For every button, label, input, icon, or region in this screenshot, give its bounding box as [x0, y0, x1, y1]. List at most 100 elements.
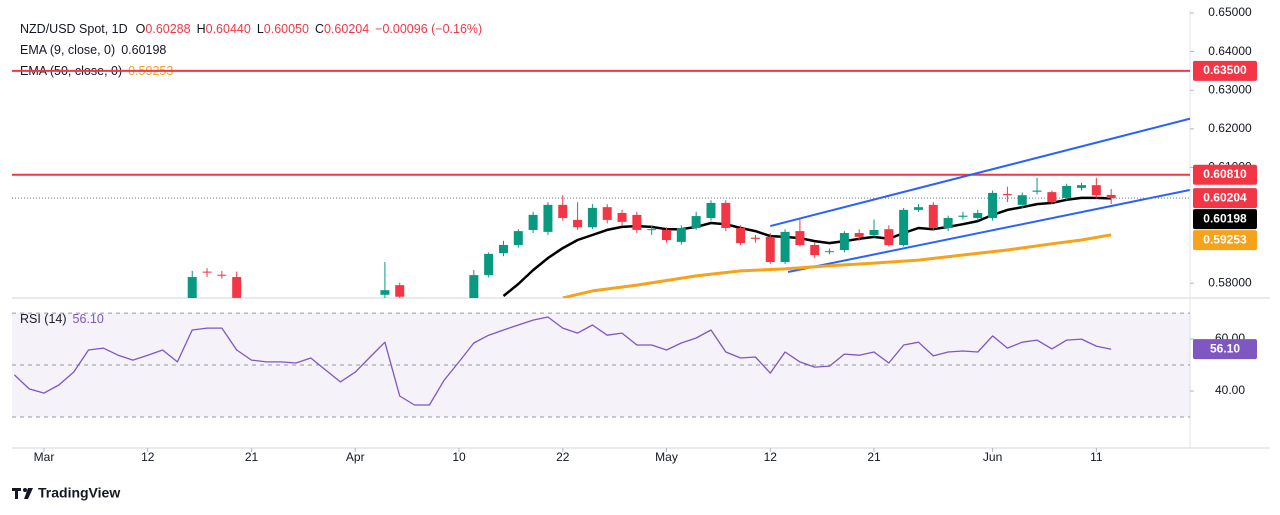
- y-tick-label: 0.62000: [1208, 121, 1252, 135]
- y-tick-label: 40.00: [1215, 383, 1245, 397]
- candle-body: [928, 204, 938, 229]
- price-badge-label: 0.60810: [1203, 167, 1247, 181]
- candle-body: [602, 207, 612, 220]
- x-tick-label: 12: [764, 450, 778, 464]
- candle-body: [217, 274, 227, 276]
- candle-body: [765, 236, 775, 262]
- candle-body: [498, 245, 508, 254]
- price-badge-label: 0.59253: [1203, 232, 1247, 246]
- y-tick-label: 0.58000: [1208, 275, 1252, 289]
- candle-body: [706, 202, 716, 218]
- logo-mark: [24, 488, 33, 499]
- candle-body: [187, 277, 197, 298]
- logo-mark: [23, 488, 27, 492]
- x-tick-label: 12: [141, 450, 155, 464]
- y-tick-label: 0.65000: [1208, 5, 1252, 19]
- candle-body: [973, 212, 983, 218]
- candle-body: [736, 228, 746, 244]
- price-badge: [1193, 188, 1257, 209]
- price-badge-label: 56.10: [1210, 341, 1240, 355]
- series-line: [562, 233, 1112, 298]
- candle-body: [617, 212, 627, 222]
- candle-body: [662, 229, 672, 240]
- candle-body: [587, 207, 597, 228]
- candle-body: [839, 233, 849, 251]
- candle-body: [988, 192, 998, 218]
- ohlc-value: 0.60050: [264, 22, 309, 36]
- candle-body: [795, 231, 805, 246]
- legend-value: 56.10: [73, 312, 104, 326]
- candle-body: [750, 237, 760, 239]
- candle-body: [1017, 195, 1027, 205]
- price-badge-label: 0.60198: [1203, 211, 1247, 225]
- symbol: NZD/USD Spot, 1D: [20, 22, 128, 36]
- legend-main: NZD/USD Spot, 1D O0.60288 H0.60440 L0.60050…: [20, 22, 482, 36]
- price-badge: [1193, 230, 1257, 251]
- candle-body: [943, 217, 953, 229]
- candle-body: [647, 229, 657, 231]
- y-tick-label: 0.64000: [1208, 44, 1252, 58]
- x-tick-label: Jun: [983, 450, 1002, 464]
- price-badge: [1193, 60, 1257, 81]
- price-badge: [1193, 164, 1257, 185]
- legend-value: 0.60198: [121, 43, 166, 57]
- legend-rsi: RSI (14) 56.10: [20, 312, 104, 326]
- series-line: [502, 196, 1112, 297]
- x-tick-label: 21: [867, 450, 881, 464]
- ohlc-value: 0.60204: [324, 22, 369, 36]
- candle-body: [899, 209, 909, 246]
- candle-body: [825, 251, 835, 253]
- x-tick-label: Apr: [346, 450, 365, 464]
- ohlc-key: C: [315, 22, 324, 36]
- candle-body: [543, 204, 553, 232]
- series-line: [13, 316, 1112, 406]
- candle-body: [1047, 192, 1057, 203]
- candle-body: [202, 271, 212, 273]
- candle-body: [1032, 190, 1042, 192]
- y-tick-label: 0.63000: [1208, 82, 1252, 96]
- change: −0.00096 (−0.16%): [375, 22, 482, 36]
- legend-name: RSI (14): [20, 312, 67, 326]
- candle-body: [854, 233, 864, 237]
- trend-line: [770, 117, 1190, 228]
- trend-line: [787, 189, 1190, 274]
- price-badge-label: 0.60204: [1203, 190, 1247, 204]
- ohlc-value: 0.60288: [145, 22, 190, 36]
- candle-body: [1062, 185, 1072, 198]
- candle-body: [958, 215, 968, 217]
- brand: TradingView: [38, 485, 120, 501]
- candle-body: [1091, 185, 1101, 196]
- candle-body: [1002, 194, 1012, 196]
- x-tick-label: 21: [245, 450, 259, 464]
- candle-body: [469, 275, 479, 298]
- legend-ema9: EMA (9, close, 0) 0.60198: [20, 43, 166, 57]
- candle-body: [1106, 194, 1116, 199]
- x-tick-label: Mar: [34, 450, 55, 464]
- legend-name: EMA (9, close, 0): [20, 43, 115, 57]
- ohlc-value: 0.60440: [206, 22, 251, 36]
- candle-body: [676, 228, 686, 242]
- logo: TradingView: [12, 485, 120, 501]
- candle-body: [913, 207, 923, 210]
- x-tick-label: May: [655, 450, 678, 464]
- candle-body: [691, 216, 701, 229]
- candle-body: [721, 202, 731, 229]
- price-badge: [1193, 209, 1257, 230]
- candle-body: [232, 277, 242, 298]
- price-badge-label: 0.63500: [1203, 63, 1247, 77]
- price-plot: [12, 69, 1190, 298]
- logo-mark: [15, 488, 18, 499]
- candle-body: [869, 229, 879, 235]
- ohlc-key: H: [197, 22, 206, 36]
- candle-body: [484, 253, 494, 276]
- ohlc-key: L: [257, 22, 264, 36]
- candle-body: [780, 231, 790, 262]
- candle-body: [1077, 185, 1087, 188]
- candle-body: [632, 214, 642, 230]
- candle-body: [558, 204, 568, 218]
- x-tick-label: 11: [1090, 450, 1103, 464]
- candle-body: [884, 229, 894, 246]
- x-tick-label: 22: [556, 450, 570, 464]
